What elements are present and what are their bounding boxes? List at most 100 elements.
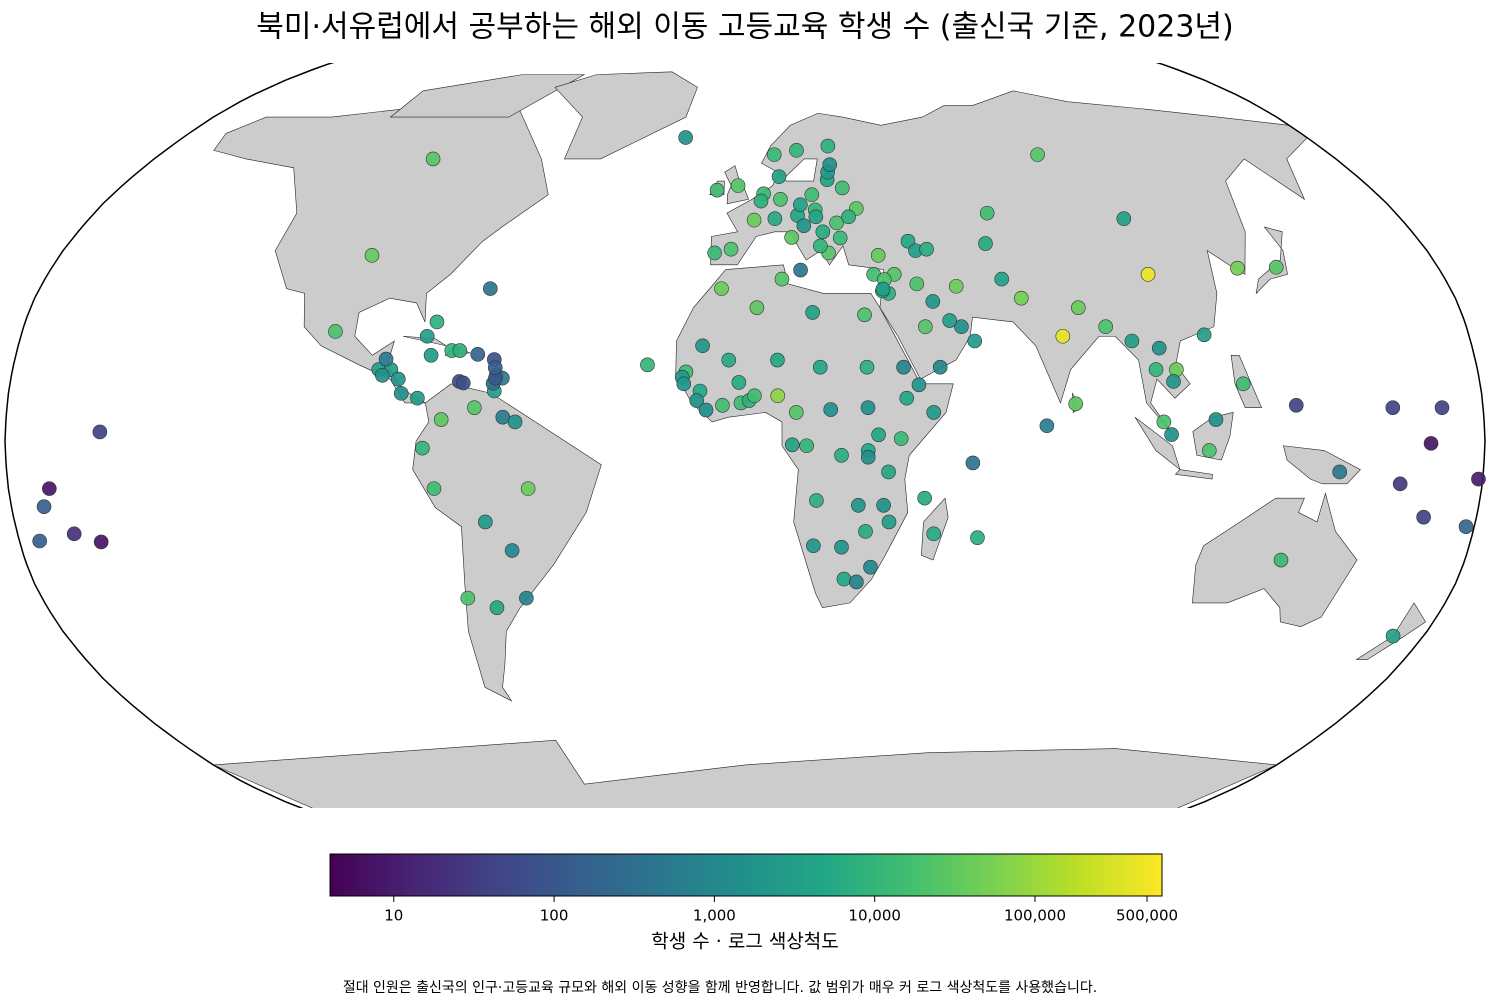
point (1098, 319, 1113, 335)
point (812, 359, 828, 375)
point (456, 375, 471, 391)
point (876, 497, 891, 513)
point (1164, 427, 1179, 442)
point (858, 524, 873, 539)
point (813, 238, 828, 254)
point (911, 377, 927, 393)
point (426, 481, 442, 496)
point (899, 390, 915, 406)
point (979, 205, 995, 221)
point (1071, 300, 1086, 315)
land (412, 383, 602, 702)
point (698, 402, 714, 418)
point (870, 248, 886, 263)
point (489, 600, 505, 615)
map-background (5, 63, 1485, 808)
point (767, 211, 783, 227)
point (784, 230, 799, 245)
point (773, 191, 788, 207)
point (1055, 328, 1071, 344)
point (917, 490, 932, 506)
point (1423, 436, 1439, 451)
colorbar-tick-label: 10 (384, 907, 403, 925)
point (1039, 418, 1055, 434)
point (970, 530, 985, 545)
land (389, 74, 586, 118)
point (753, 193, 769, 209)
point (823, 402, 839, 417)
point (834, 447, 849, 463)
point (678, 130, 693, 145)
point (918, 319, 933, 335)
point (429, 314, 445, 330)
point (834, 180, 850, 196)
point (849, 574, 864, 590)
point (804, 187, 820, 203)
point (66, 526, 82, 542)
point (1268, 259, 1284, 275)
point (881, 514, 897, 530)
point (851, 497, 866, 513)
point (1013, 290, 1029, 306)
point (676, 376, 692, 392)
land (1174, 469, 1213, 480)
point (788, 405, 804, 420)
point (1148, 362, 1164, 377)
point (746, 212, 762, 228)
point (1458, 519, 1474, 535)
point (478, 514, 493, 530)
point (1068, 396, 1084, 412)
point (1166, 374, 1181, 389)
point (771, 169, 787, 184)
point (507, 414, 523, 430)
point (770, 388, 786, 404)
point (731, 375, 747, 390)
point (695, 338, 710, 354)
point (1208, 412, 1224, 427)
point (1196, 327, 1212, 343)
point (1030, 147, 1045, 162)
point (1385, 628, 1401, 644)
point (860, 449, 876, 465)
point (832, 230, 848, 246)
point (881, 464, 896, 480)
point (423, 347, 439, 363)
point (1416, 509, 1431, 525)
point (390, 371, 406, 387)
point (871, 427, 886, 443)
point (932, 359, 948, 375)
point (714, 281, 729, 296)
point (799, 438, 814, 454)
point (1156, 414, 1172, 430)
point (808, 209, 824, 225)
point (1124, 333, 1140, 349)
point (1471, 471, 1486, 487)
point (709, 182, 725, 198)
point (364, 248, 380, 263)
points (32, 130, 1486, 644)
point (640, 357, 655, 373)
point (425, 151, 441, 167)
point (841, 209, 856, 225)
colorbar-tick-label: 1,000 (693, 907, 736, 925)
point (378, 351, 394, 367)
point (730, 178, 746, 193)
point (749, 300, 765, 315)
point (1392, 476, 1408, 492)
point (926, 405, 942, 420)
point (415, 440, 430, 456)
point (495, 409, 511, 425)
point (36, 499, 52, 515)
point (1332, 464, 1348, 480)
point (793, 197, 808, 213)
point (1288, 397, 1304, 413)
point (857, 307, 872, 323)
point (793, 262, 808, 278)
point (994, 271, 1010, 287)
point (875, 281, 891, 297)
point (487, 360, 503, 375)
point (433, 412, 449, 427)
point (919, 241, 934, 257)
land (213, 105, 549, 404)
point (926, 526, 942, 542)
